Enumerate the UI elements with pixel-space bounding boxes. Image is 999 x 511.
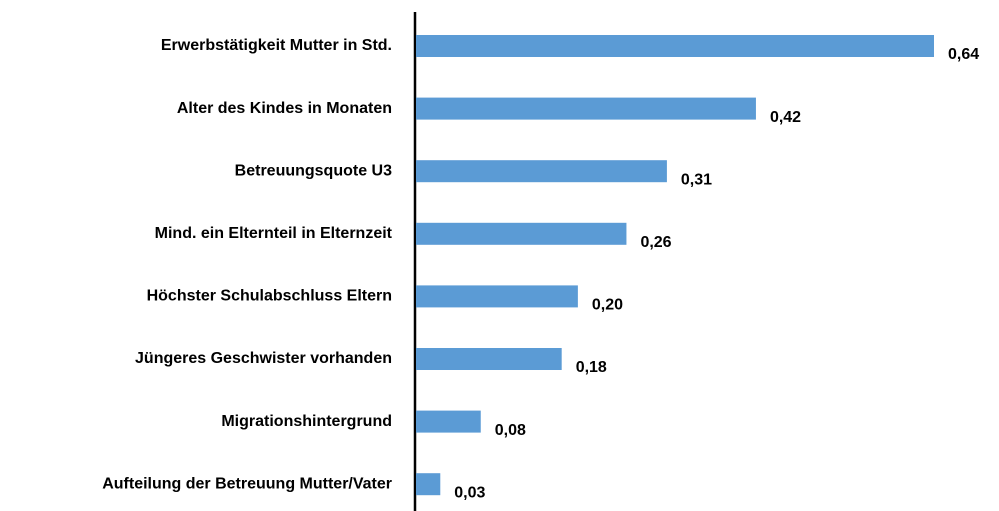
bar [416,160,667,183]
value-label: 0,08 [495,422,526,439]
category-label: Erwerbstätigkeit Mutter in Std. [161,37,392,54]
category-label: Aufteilung der Betreuung Mutter/Vater [102,475,392,492]
category-label: Mind. ein Elternteil in Elternzeit [155,225,393,242]
bar [416,348,562,370]
value-label: 0,42 [770,109,801,126]
category-label: Alter des Kindes in Monaten [177,100,392,117]
value-label: 0,26 [640,234,671,251]
bar [416,473,441,496]
category-label: Betreuungsquote U3 [235,162,392,179]
bar [416,97,756,120]
value-label: 0,64 [948,46,979,63]
category-label: Migrationshintergrund [221,413,392,430]
bar [416,222,627,245]
category-label: Jüngeres Geschwister vorhanden [135,350,392,367]
value-label: 0,03 [454,484,485,501]
value-label: 0,31 [681,171,712,188]
value-label: 0,20 [592,297,623,314]
value-label: 0,18 [576,359,607,376]
bar [416,35,934,57]
bar [416,285,578,308]
category-label: Höchster Schulabschluss Eltern [147,288,392,305]
bar [416,410,481,433]
